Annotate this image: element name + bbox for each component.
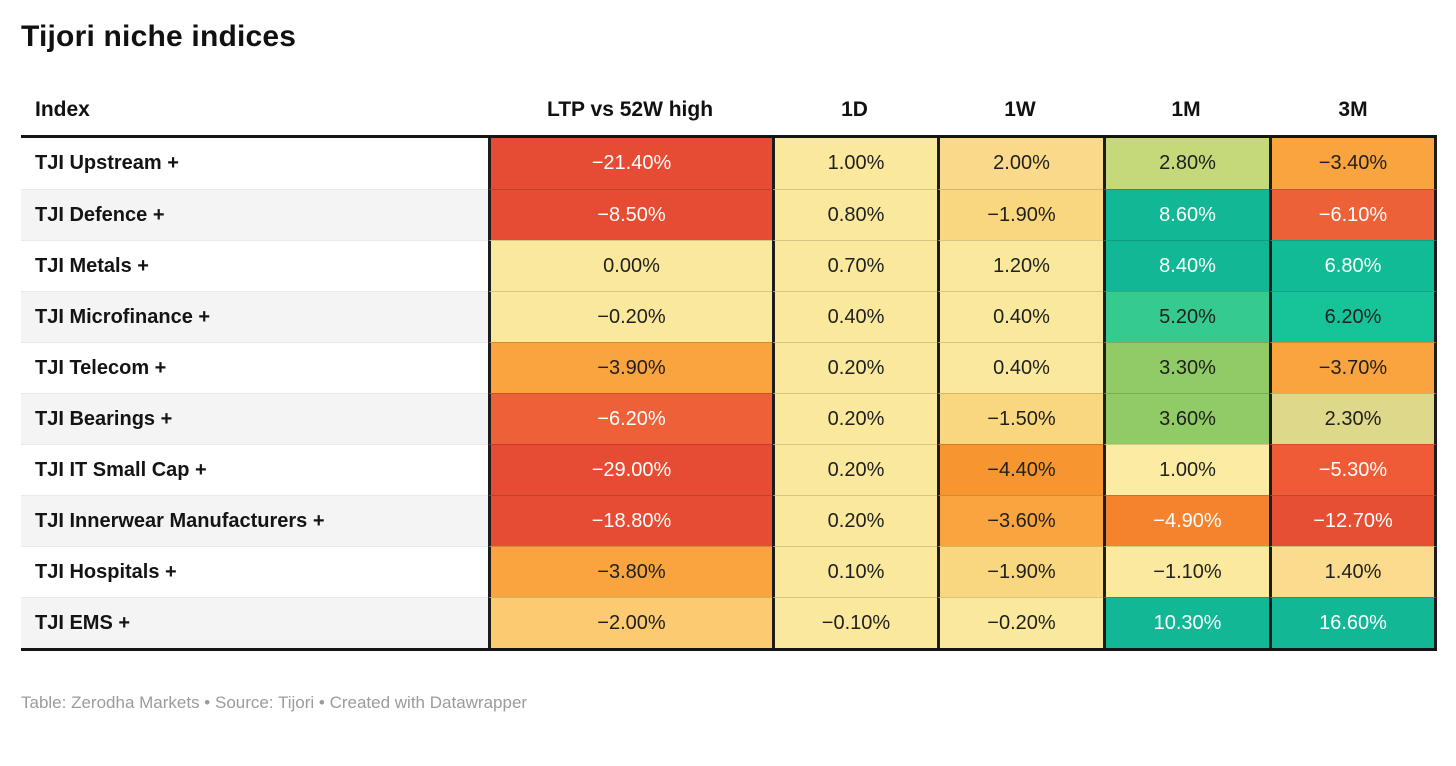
heatmap-value-cell: 6.20%: [1269, 291, 1437, 342]
index-name-cell[interactable]: TJI Innerwear Manufacturers +: [21, 495, 488, 546]
heatmap-value-cell: 0.40%: [937, 291, 1103, 342]
heatmap-value-cell: −3.90%: [488, 342, 772, 393]
heatmap-value-cell: −0.20%: [488, 291, 772, 342]
heatmap-value-cell: 10.30%: [1103, 597, 1269, 648]
heatmap-value-cell: −0.20%: [937, 597, 1103, 648]
heatmap-value-cell: 1.00%: [772, 138, 937, 189]
heatmap-value-cell: 2.80%: [1103, 138, 1269, 189]
index-name-cell[interactable]: TJI Microfinance +: [21, 291, 488, 342]
column-header-index: Index: [35, 98, 90, 121]
heatmap-value-cell: −4.40%: [937, 444, 1103, 495]
index-name-cell[interactable]: TJI Upstream +: [21, 138, 488, 189]
heatmap-value-cell: −3.60%: [937, 495, 1103, 546]
table-row: TJI Bearings + −6.20% 0.20% −1.50% 3.60% 2.30…: [21, 393, 1437, 444]
table-row: TJI Microfinance + −0.20% 0.40% 0.40% 5.20% 6…: [21, 291, 1437, 342]
datawrapper-table-page: Tijori niche indices Index LTP vs 52W hi…: [21, 20, 1437, 712]
heatmap-value-cell: −1.50%: [937, 393, 1103, 444]
heatmap-value-cell: 0.20%: [772, 393, 937, 444]
heatmap-value-cell: −2.00%: [488, 597, 772, 648]
heatmap-value-cell: 2.00%: [937, 138, 1103, 189]
heatmap-value-cell: 0.40%: [937, 342, 1103, 393]
column-header-1m: 1M: [1171, 98, 1201, 121]
table-row: TJI Innerwear Manufacturers + −18.80% 0.20…: [21, 495, 1437, 546]
heatmap-value-cell: 2.30%: [1269, 393, 1437, 444]
index-name-cell[interactable]: TJI Metals +: [21, 240, 488, 291]
index-name-cell[interactable]: TJI Telecom +: [21, 342, 488, 393]
heatmap-value-cell: −12.70%: [1269, 495, 1437, 546]
heatmap-value-cell: −6.20%: [488, 393, 772, 444]
table-row: TJI Hospitals + −3.80% 0.10% −1.90% −1.10% 1.…: [21, 546, 1437, 597]
heatmap-value-cell: 0.20%: [772, 495, 937, 546]
index-name-cell[interactable]: TJI Hospitals +: [21, 546, 488, 597]
heatmap-value-cell: 3.60%: [1103, 393, 1269, 444]
heatmap-value-cell: −5.30%: [1269, 444, 1437, 495]
table-row: TJI Metals +0.00% 0.70% 1.20% 8.40% 6.80%: [21, 240, 1437, 291]
table-row: TJI Upstream + −21.40% 1.00% 2.00% 2.80% −3.4…: [21, 138, 1437, 189]
heatmap-value-cell: 1.40%: [1269, 546, 1437, 597]
heatmap-value-cell: −4.90%: [1103, 495, 1269, 546]
column-header-3m: 3M: [1338, 98, 1368, 121]
table-row: TJI EMS + −2.00% −0.10% −0.20% 10.30% 16.60%: [21, 597, 1437, 648]
page-title: Tijori niche indices: [21, 20, 297, 53]
table-row: TJI Defence + −8.50% 0.80% −1.90% 8.60% −6.10…: [21, 189, 1437, 240]
heatmap-value-cell: 0.70%: [772, 240, 937, 291]
heatmap-value-cell: 5.20%: [1103, 291, 1269, 342]
heatmap-value-cell: 16.60%: [1269, 597, 1437, 648]
heatmap-value-cell: −6.10%: [1269, 189, 1437, 240]
heatmap-value-cell: 1.00%: [1103, 444, 1269, 495]
heatmap-value-cell: −1.10%: [1103, 546, 1269, 597]
table-row: TJI Telecom + −3.90% 0.20% 0.40% 3.30% −3.70%: [21, 342, 1437, 393]
heatmap-value-cell: 3.30%: [1103, 342, 1269, 393]
heatmap-value-cell: 0.10%: [772, 546, 937, 597]
heatmap-value-cell: 0.80%: [772, 189, 937, 240]
heatmap-value-cell: −3.70%: [1269, 342, 1437, 393]
heatmap-value-cell: 0.40%: [772, 291, 937, 342]
heatmap-value-cell: −3.40%: [1269, 138, 1437, 189]
index-name-cell[interactable]: TJI IT Small Cap +: [21, 444, 488, 495]
table-header-row: Index LTP vs 52W high 1D 1W 1M 3M: [21, 98, 1437, 135]
heatmap-value-cell: 0.20%: [772, 444, 937, 495]
indices-table: Index LTP vs 52W high 1D 1W 1M 3M TJI Up…: [21, 98, 1437, 651]
heatmap-value-cell: 1.20%: [937, 240, 1103, 291]
heatmap-value-cell: 8.40%: [1103, 240, 1269, 291]
heatmap-value-cell: 8.60%: [1103, 189, 1269, 240]
table-row: TJI IT Small Cap + −29.00% 0.20% −4.40% 1.00…: [21, 444, 1437, 495]
index-name-cell[interactable]: TJI EMS +: [21, 597, 488, 648]
heatmap-value-cell: −1.90%: [937, 546, 1103, 597]
heatmap-value-cell: −29.00%: [488, 444, 772, 495]
heatmap-value-cell: −0.10%: [772, 597, 937, 648]
heatmap-value-cell: −1.90%: [937, 189, 1103, 240]
heatmap-value-cell: −18.80%: [488, 495, 772, 546]
column-header-1w: 1W: [1004, 98, 1036, 121]
heatmap-value-cell: 0.20%: [772, 342, 937, 393]
table-footer: Table: Zerodha Markets • Source: Tijori …: [21, 693, 528, 712]
column-header-ltp-52w: LTP vs 52W high: [546, 98, 714, 121]
heatmap-value-cell: −3.80%: [488, 546, 772, 597]
index-name-cell[interactable]: TJI Defence +: [21, 189, 488, 240]
heatmap-value-cell: 6.80%: [1269, 240, 1437, 291]
heatmap-value-cell: −8.50%: [488, 189, 772, 240]
heatmap-value-cell: −21.40%: [488, 138, 772, 189]
index-name-cell[interactable]: TJI Bearings +: [21, 393, 488, 444]
heatmap-value-cell: 0.00%: [488, 240, 772, 291]
table-body: TJI Upstream + −21.40% 1.00% 2.00% 2.80% −3.4…: [21, 135, 1437, 651]
column-header-1d: 1D: [841, 98, 868, 121]
